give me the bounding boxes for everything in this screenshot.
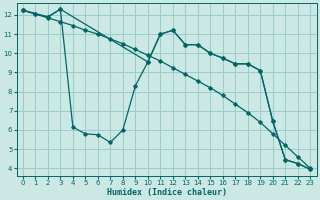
- X-axis label: Humidex (Indice chaleur): Humidex (Indice chaleur): [107, 188, 227, 197]
